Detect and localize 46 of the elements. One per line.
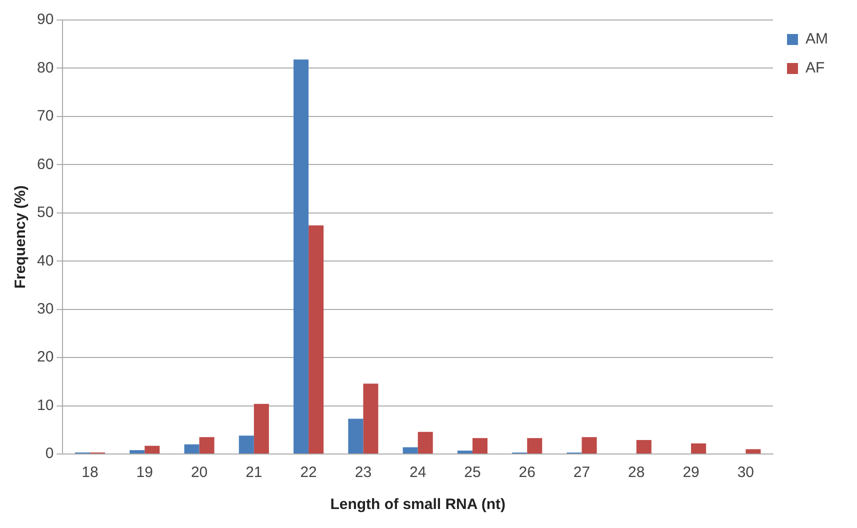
bar (691, 443, 706, 454)
y-tick-label: 80 (36, 59, 54, 76)
bar (199, 437, 214, 454)
x-tick-label: 28 (628, 464, 645, 482)
y-tick-label: 0 (45, 445, 54, 462)
y-tick-label: 70 (36, 108, 54, 125)
bar (238, 436, 254, 454)
bar (308, 225, 324, 454)
bar (254, 404, 269, 454)
x-tick-label: 25 (464, 464, 481, 482)
bar (527, 438, 542, 454)
x-tick-label: 23 (354, 464, 372, 482)
bar (418, 432, 433, 454)
bar (184, 444, 200, 454)
y-tick-label: 50 (36, 204, 54, 222)
bar (348, 418, 364, 454)
y-axis-title: Frequency (%) (12, 185, 30, 289)
x-tick-label: 24 (410, 464, 426, 482)
bar (402, 447, 418, 454)
bar (457, 450, 472, 454)
bar (294, 60, 309, 454)
x-tick-label: 26 (518, 464, 536, 482)
x-tick-label: 29 (682, 464, 700, 482)
y-tick-label: 60 (36, 156, 54, 173)
y-tick-label: 40 (36, 252, 54, 270)
x-tick-label: 18 (82, 464, 98, 482)
x-tick-label: 20 (190, 464, 208, 482)
bar (144, 446, 160, 454)
y-tick-label: 20 (36, 348, 54, 366)
bar (746, 449, 761, 454)
bar (363, 384, 378, 454)
x-axis-title: Length of small RNA (nt) (330, 496, 506, 514)
legend-label: AM (806, 30, 828, 48)
bar (472, 438, 488, 454)
bar (582, 437, 597, 454)
x-tick-label: 30 (737, 464, 754, 482)
x-tick-label: 22 (300, 464, 317, 482)
y-tick-label: 90 (36, 11, 54, 28)
legend-label: AF (806, 60, 825, 77)
bar (130, 450, 145, 454)
x-tick-label: 19 (136, 464, 153, 482)
y-tick-label: 10 (36, 396, 54, 414)
x-tick-label: 27 (573, 464, 590, 482)
bar (636, 440, 652, 454)
y-tick-label: 30 (36, 300, 54, 318)
x-tick-label: 21 (246, 464, 262, 482)
